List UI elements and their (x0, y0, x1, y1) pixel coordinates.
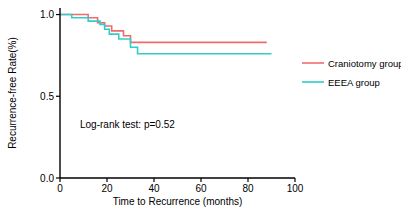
x-tick (294, 178, 295, 182)
y-tick-label: 0.0 (40, 173, 54, 184)
x-tick-label: 80 (242, 183, 254, 194)
annotation: Log-rank test: p=0.52 (80, 119, 175, 130)
x-tick-label: 60 (195, 183, 207, 194)
survival-curve (60, 15, 267, 43)
y-tick-label: 0.5 (40, 91, 54, 102)
legend-swatch (302, 81, 324, 83)
legend-label: Craniotomy group (328, 58, 401, 69)
legend-label: EEEA group (328, 77, 380, 88)
x-tick-label: 0 (57, 183, 63, 194)
y-axis-label: Recurrence-free Rate(%) (7, 37, 18, 149)
plot-area (60, 15, 272, 54)
y-axis (59, 8, 60, 178)
x-tick (247, 178, 248, 182)
y-tick (56, 14, 60, 15)
x-tick (153, 178, 154, 182)
x-tick (106, 178, 107, 182)
x-tick-label: 20 (101, 183, 113, 194)
legend-swatch (302, 62, 324, 64)
x-tick-label: 40 (148, 183, 160, 194)
survival-curve (60, 15, 272, 54)
x-tick-label: 100 (287, 183, 304, 194)
x-axis-label: Time to Recurrence (months) (113, 196, 243, 207)
y-tick-label: 1.0 (40, 9, 54, 20)
chart: 0.0 0.5 1.0 0 20 40 60 80 100 Time to Recurrence … (0, 0, 401, 210)
x-tick (200, 178, 201, 182)
x-tick (59, 178, 60, 182)
x-axis (60, 177, 295, 178)
y-tick (56, 96, 60, 97)
